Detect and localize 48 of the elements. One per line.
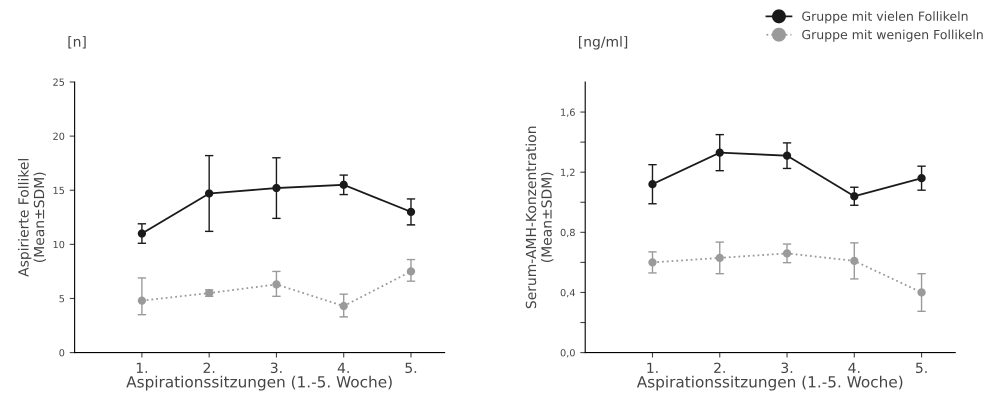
text: [ng/ml] bbox=[579, 36, 628, 50]
point bbox=[917, 288, 926, 297]
x-axis-title: Aspirationssitzungen (1.-5. Woche) bbox=[636, 376, 902, 391]
point bbox=[406, 267, 416, 276]
point bbox=[272, 280, 281, 289]
x-tick-label: 4. bbox=[338, 362, 349, 373]
x-tick-label: 2. bbox=[714, 362, 725, 373]
point bbox=[340, 302, 348, 310]
text: [n] bbox=[68, 36, 86, 48]
x-tick-label: 2. bbox=[204, 362, 214, 373]
y-tick-label: 0,4 bbox=[560, 288, 575, 298]
y-axis-title: Serum-AMH-Konzentration (Mean±SDM) bbox=[525, 126, 554, 308]
point bbox=[138, 229, 146, 238]
point bbox=[648, 180, 657, 188]
y-tick-label: 1,6 bbox=[561, 108, 575, 117]
y-axis-title: Aspirierte Follikel (Mean±SDM) bbox=[18, 159, 46, 277]
point bbox=[782, 249, 792, 258]
point bbox=[648, 258, 657, 267]
legend-label: Gruppe mit wenigen Follikeln bbox=[802, 30, 983, 42]
x-tick-label: 1. bbox=[647, 362, 658, 373]
point bbox=[716, 148, 724, 157]
y-tick-label: 25 bbox=[53, 78, 64, 86]
point bbox=[917, 174, 926, 182]
point bbox=[850, 256, 858, 266]
point bbox=[272, 184, 281, 192]
y-tick-label: 20 bbox=[53, 132, 64, 140]
legend-label: Gruppe mit vielen Follikeln bbox=[802, 11, 968, 24]
y-tick-label: 5 bbox=[59, 295, 64, 302]
x-tick-label: 1. bbox=[136, 362, 148, 373]
x-tick-label: 3. bbox=[270, 362, 282, 374]
point bbox=[205, 189, 214, 198]
x-tick-label: 5. bbox=[405, 362, 416, 374]
y-tick-label: 0,0 bbox=[560, 349, 575, 358]
y-tick-label: 0 bbox=[59, 349, 64, 356]
y-tick-label: 10 bbox=[54, 240, 64, 248]
point bbox=[340, 180, 348, 189]
y-tick-label: 15 bbox=[54, 186, 64, 194]
point bbox=[716, 254, 724, 262]
y-tick-label: 1,2 bbox=[561, 168, 575, 178]
point bbox=[850, 192, 858, 200]
point bbox=[782, 151, 792, 160]
x-tick-label: 4. bbox=[848, 362, 860, 373]
x-tick-label: 5. bbox=[916, 362, 927, 374]
point bbox=[138, 296, 146, 305]
x-axis-title: Aspirationssitzungen (1.-5. Woche) bbox=[126, 376, 392, 391]
y-tick-label: 0,8 bbox=[560, 228, 575, 238]
x-tick-label: 3. bbox=[781, 362, 792, 374]
point bbox=[406, 208, 416, 216]
